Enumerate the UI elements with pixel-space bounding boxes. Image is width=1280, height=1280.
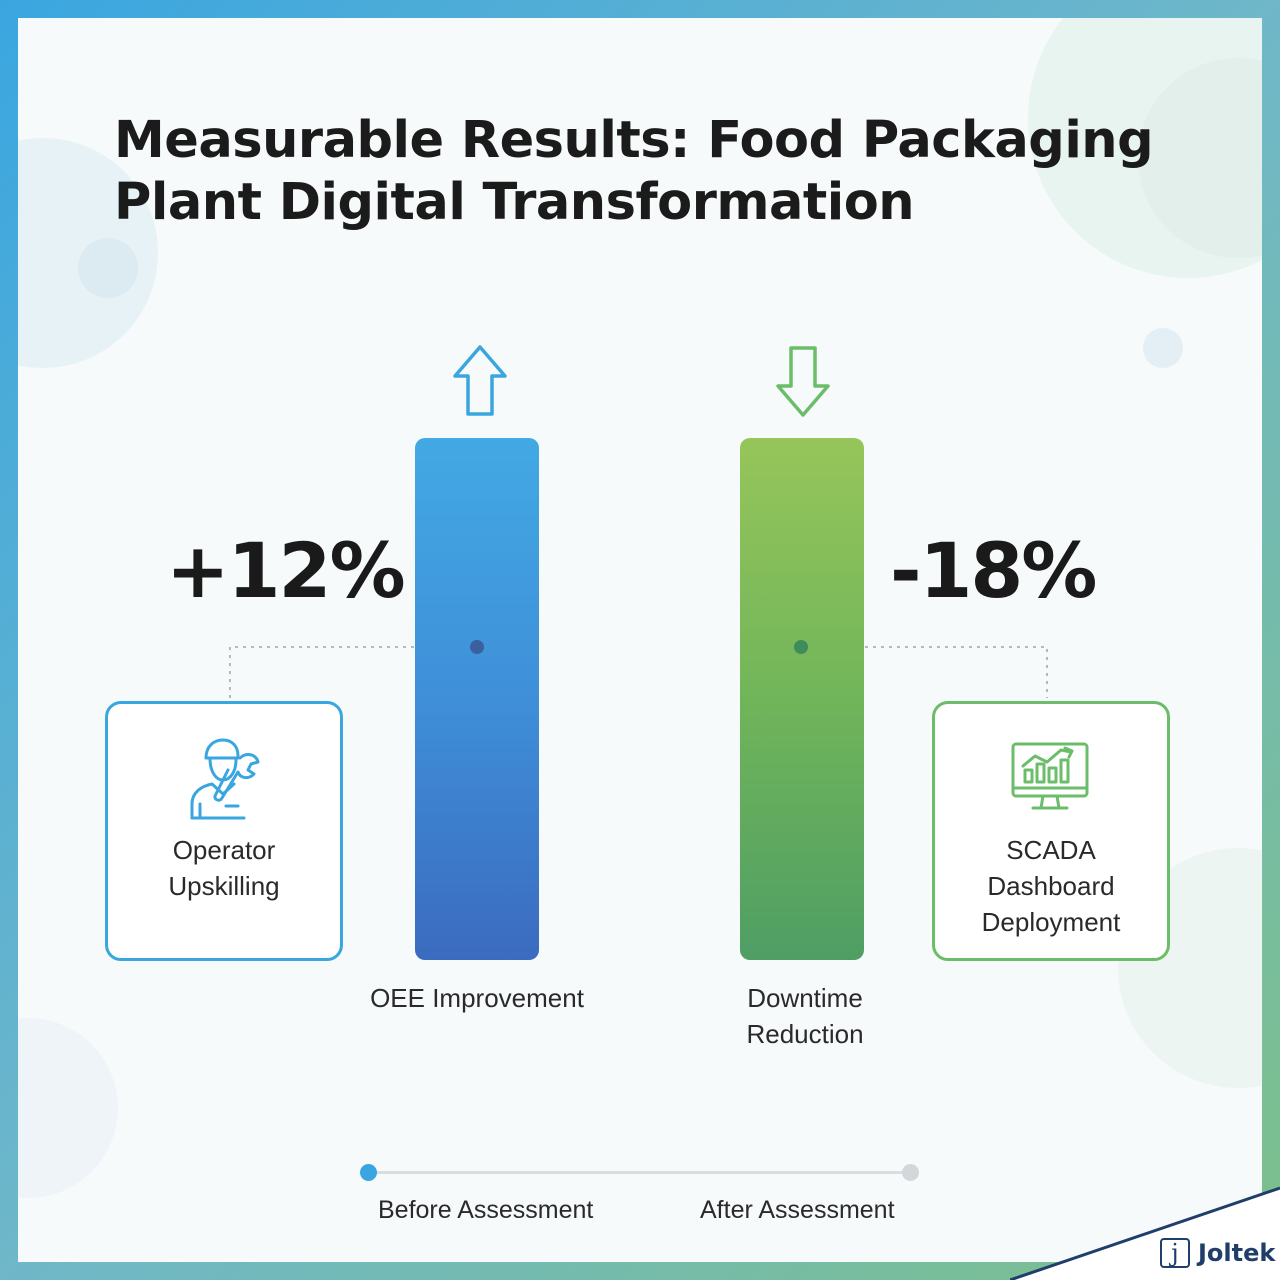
bg-blob [1143, 328, 1183, 368]
bar-label-downtime: Downtime Reduction [746, 983, 864, 1049]
arrow-up-icon [453, 345, 507, 416]
legend-after-label: After Assessment [700, 1196, 895, 1224]
arrow-down-icon [776, 346, 830, 417]
logo-corner-wedge [1010, 1186, 1280, 1280]
connector-lines [229, 646, 1048, 698]
infographic-frame: Measurable Results: Food Packaging Plant… [18, 18, 1262, 1262]
legend-timeline [368, 1171, 910, 1174]
bar-label-oee: OEE Improvement [370, 983, 584, 1013]
card-scada-dashboard: SCADA Dashboard Deployment [932, 701, 1170, 961]
card-label-operator-upskilling: Operator Upskilling [168, 835, 280, 901]
card-label-scada-dashboard: SCADA Dashboard Deployment [981, 835, 1121, 937]
bar-downtime-reduction [740, 438, 864, 960]
bg-blob [78, 238, 138, 298]
monitor-chart-icon [1011, 742, 1089, 810]
oee-change-value: +12% [166, 526, 406, 615]
connector-dots [470, 640, 808, 654]
legend-before-label: Before Assessment [378, 1196, 594, 1224]
downtime-change-value: -18% [890, 526, 1097, 615]
brand-logo[interactable]: j Joltek [1160, 1238, 1275, 1268]
operator-wrench-icon [190, 738, 260, 820]
brand-name: Joltek [1198, 1239, 1276, 1267]
bar-oee-improvement [415, 438, 539, 960]
page-title: Measurable Results: Food Packaging Plant… [114, 111, 1154, 232]
legend-dot-after [902, 1164, 919, 1181]
card-operator-upskilling: Operator Upskilling [105, 701, 343, 961]
legend-dot-before [360, 1164, 377, 1181]
brand-logo-mark: j [1160, 1238, 1190, 1268]
